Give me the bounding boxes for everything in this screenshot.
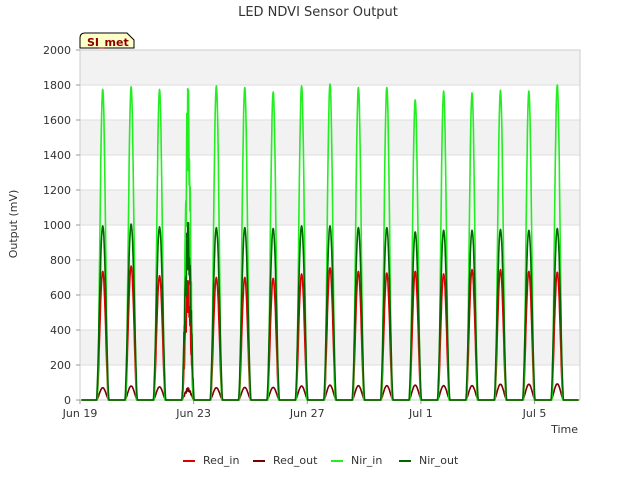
badge-label: SI_met <box>87 36 129 49</box>
y-tick-label: 600 <box>50 289 71 302</box>
legend: Red_in Red_out Nir_in Nir_out <box>183 454 459 467</box>
x-tick-label: Jun 23 <box>175 407 211 420</box>
background-band <box>80 50 580 85</box>
series-line-nir-out <box>80 221 580 401</box>
x-tick-label: Jun 27 <box>289 407 325 420</box>
legend-label: Nir_in <box>351 454 382 467</box>
y-tick-label: 0 <box>64 394 71 407</box>
x-axis-label: Time <box>550 423 578 436</box>
background-band <box>80 260 580 295</box>
y-tick-label: 400 <box>50 324 71 337</box>
x-tick-label: Jun 19 <box>62 407 98 420</box>
station-badge: SI_met <box>79 32 135 49</box>
y-tick-label: 1400 <box>43 149 71 162</box>
background-band <box>80 190 580 225</box>
y-axis-label: Output (mV) <box>7 190 20 259</box>
y-tick-label: 1800 <box>43 79 71 92</box>
background-band <box>80 120 580 155</box>
x-axis-ticks: Jun 19 Jun 23 Jun 27 Jul 1 Jul 5 <box>62 400 547 420</box>
badge-shape <box>79 32 135 49</box>
background-band <box>80 155 580 190</box>
y-tick-label: 1200 <box>43 184 71 197</box>
y-tick-label: 2000 <box>43 44 71 57</box>
x-tick-label: Jul 1 <box>408 407 433 420</box>
series-lines <box>80 83 580 401</box>
y-tick-label: 1000 <box>43 219 71 232</box>
x-tick-label: Jul 5 <box>522 407 547 420</box>
y-tick-label: 800 <box>50 254 71 267</box>
legend-label: Red_in <box>203 454 239 467</box>
legend-label: Nir_out <box>419 454 459 467</box>
y-axis-ticks: 0 200 400 600 800 1000 1200 1400 1600 1800 2000 <box>43 44 80 407</box>
y-tick-label: 200 <box>50 359 71 372</box>
y-tick-label: 1600 <box>43 114 71 127</box>
chart-title: LED NDVI Sensor Output <box>238 5 398 20</box>
legend-label: Red_out <box>273 454 318 467</box>
